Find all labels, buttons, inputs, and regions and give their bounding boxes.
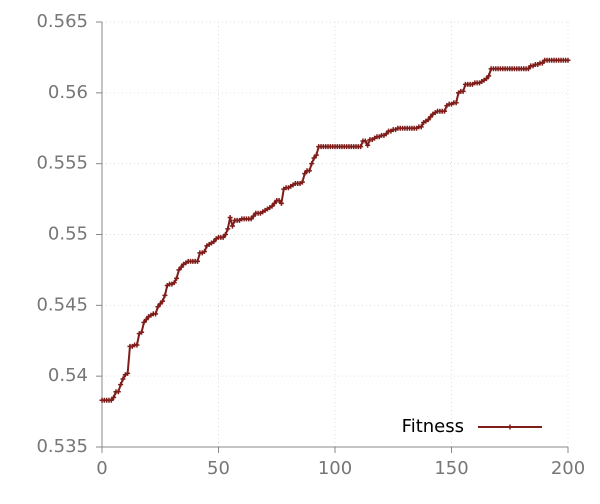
marker bbox=[120, 376, 126, 382]
x-tick-label: 200 bbox=[551, 458, 585, 479]
marker bbox=[358, 144, 364, 150]
marker bbox=[211, 239, 217, 245]
marker bbox=[227, 215, 233, 220]
marker bbox=[302, 171, 308, 177]
marker bbox=[225, 226, 231, 232]
x-tick-label: 0 bbox=[96, 458, 107, 479]
marker bbox=[248, 216, 254, 222]
marker bbox=[311, 155, 317, 161]
marker bbox=[157, 301, 163, 307]
marker bbox=[171, 280, 177, 286]
marker bbox=[178, 264, 184, 270]
marker bbox=[271, 200, 277, 206]
y-tick-label: 0.535 bbox=[36, 436, 88, 457]
marker bbox=[313, 152, 319, 158]
y-tick-label: 0.54 bbox=[48, 365, 88, 386]
marker bbox=[229, 223, 235, 229]
marker bbox=[202, 249, 208, 254]
marker bbox=[299, 179, 305, 185]
marker bbox=[483, 76, 489, 82]
y-tick-label: 0.565 bbox=[36, 11, 88, 32]
marker bbox=[362, 138, 368, 144]
marker bbox=[153, 311, 159, 317]
marker bbox=[486, 73, 492, 79]
y-tick-label: 0.56 bbox=[48, 82, 88, 103]
marker bbox=[160, 298, 166, 304]
x-tick-label: 50 bbox=[207, 458, 230, 479]
marker bbox=[222, 232, 228, 237]
y-tick-label: 0.545 bbox=[36, 294, 88, 315]
marker bbox=[525, 66, 531, 72]
marker bbox=[139, 329, 145, 335]
marker bbox=[141, 319, 147, 325]
marker bbox=[306, 168, 312, 174]
x-tick-label: 100 bbox=[318, 458, 352, 479]
marker bbox=[111, 394, 117, 400]
marker bbox=[162, 292, 168, 298]
marker bbox=[115, 389, 121, 395]
marker bbox=[309, 161, 315, 167]
marker bbox=[250, 213, 256, 219]
marker bbox=[442, 108, 448, 114]
marker bbox=[155, 304, 161, 310]
marker bbox=[425, 117, 431, 123]
marker bbox=[134, 342, 140, 348]
marker bbox=[276, 198, 282, 203]
marker bbox=[383, 131, 389, 137]
marker bbox=[269, 203, 275, 209]
y-tick-label: 0.55 bbox=[48, 224, 88, 245]
marker bbox=[418, 124, 424, 130]
marker bbox=[118, 382, 124, 388]
marker bbox=[460, 88, 466, 94]
legend-text: Fitness bbox=[402, 416, 464, 437]
marker bbox=[125, 370, 131, 376]
marker bbox=[143, 317, 149, 322]
marker bbox=[278, 200, 284, 206]
legend-marker bbox=[507, 424, 513, 430]
marker bbox=[365, 142, 371, 148]
marker bbox=[176, 267, 182, 273]
marker bbox=[539, 60, 545, 66]
y-tick-label: 0.555 bbox=[36, 153, 88, 174]
marker bbox=[453, 100, 459, 106]
marker bbox=[220, 234, 226, 240]
marker bbox=[428, 114, 434, 120]
marker bbox=[565, 57, 571, 63]
x-tick-label: 150 bbox=[434, 458, 468, 479]
marker bbox=[108, 397, 114, 403]
marker bbox=[174, 275, 180, 281]
marker bbox=[195, 258, 201, 264]
